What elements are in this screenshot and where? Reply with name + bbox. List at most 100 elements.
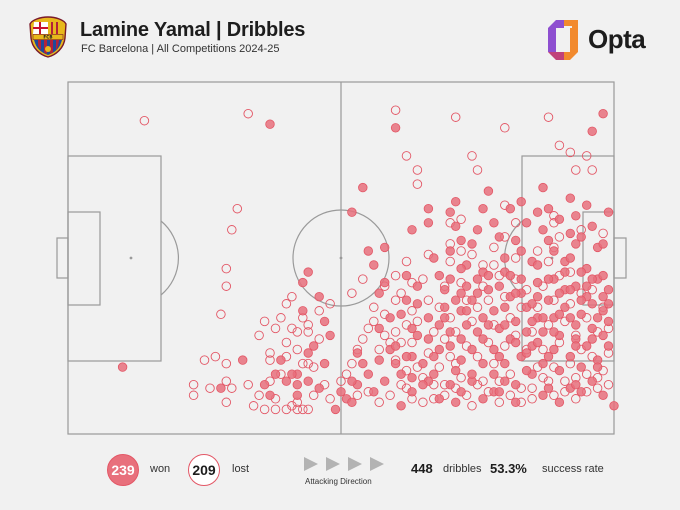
dribble-lost-point [407,306,417,316]
dribble-lost-point [270,404,281,415]
dribble-lost-point [390,327,401,337]
dribble-lost-point [358,274,368,284]
dribble-won-point [380,376,390,386]
dribble-won-point [592,362,603,372]
dribble-won-point [390,358,401,369]
dribble-won-point [576,295,586,305]
dribble-won-point [500,253,510,263]
dribble-won-point [401,295,412,305]
dribble-won-point [609,401,619,411]
dribble-won-point [461,281,472,291]
dribble-won-point [565,351,576,362]
dribble-won-point [538,327,548,337]
fc-barcelona-crest: FCB [28,16,68,58]
dribble-lost-point [407,337,417,348]
dribble-lost-point [325,394,335,404]
dribble-won-point [276,355,286,365]
dribble-won-point [521,218,532,228]
dribble-won-point [456,355,466,365]
dribble-won-point [511,397,521,408]
dribble-won-point [489,306,499,316]
dribble-won-point [603,285,614,295]
dribble-won-point [237,355,248,365]
dribble-won-point [478,394,488,404]
dribble-lost-point [489,260,499,270]
centre-spot [339,256,343,260]
dribble-won-point [385,313,395,323]
dribble-lost-point [325,299,335,309]
dribble-won-point [336,387,346,397]
dribble-won-point [363,246,374,256]
dribble-won-point [467,239,477,249]
six-yard-box-left [67,211,101,306]
dribble-won-point [521,365,532,376]
dribble-lost-point [565,147,576,158]
dribble-lost-point [259,316,270,327]
dribble-lost-point [287,401,297,411]
dribble-won-point [369,260,379,270]
dribble-lost-point [439,334,450,344]
dribble-won-point [494,351,505,362]
dribble-lost-point [538,372,548,383]
dribble-lost-point [478,376,488,386]
dribble-lost-point [336,376,346,386]
dribble-won-point [451,221,461,232]
dribble-lost-point [483,295,494,305]
dribble-won-point [511,235,521,246]
dribble-won-point [538,225,548,235]
dribble-won-point [451,295,461,305]
dribble-won-point [538,390,548,401]
dribble-lost-point [243,379,253,390]
won-label: won [150,463,171,475]
dribble-won-point [571,320,581,330]
svg-text:FCB: FCB [43,35,52,40]
dribble-won-point [445,246,455,256]
attacking-direction-arrows [304,457,384,471]
dribble-won-point [265,119,275,129]
dribble-lost-point [292,327,303,337]
dribble-lost-point [500,123,510,133]
dribble-lost-point [270,323,281,334]
dribble-won-point [429,369,439,379]
dribble-won-point [478,203,488,214]
dribble-lost-point [532,246,543,256]
dribble-won-point [516,196,526,207]
dribble-lost-point [571,165,581,175]
dribble-lost-point [347,288,357,298]
arrow-right-icon [348,457,362,471]
dribble-lost-point [314,306,324,316]
dribble-lost-point [489,358,499,369]
dribble-lost-point [571,394,581,404]
dribble-won-point [374,323,384,334]
dribble-lost-point [412,316,423,327]
dribble-won-point [516,246,526,256]
dribble-lost-point [527,394,537,404]
dribbles-label: dribbles [443,463,482,475]
dribble-won-point [423,334,434,344]
dribble-won-point [543,383,554,393]
dribble-won-point [434,270,445,281]
dribble-lost-point [221,376,232,386]
dribble-won-point [532,337,543,348]
dribble-lost-point [423,295,434,305]
dribble-won-point [281,376,292,386]
dribble-won-point [303,348,313,358]
dribble-won-point [532,292,543,302]
success-rate-label: success rate [542,463,604,475]
dribble-lost-point [434,362,445,372]
dribble-won-point [390,341,401,351]
dribble-won-point [298,306,308,316]
dribble-lost-point [390,105,401,115]
dribble-won-point [429,253,439,263]
dribble-lost-point [429,327,439,337]
dribble-won-point [467,295,477,305]
lost-label: lost [232,463,250,475]
dribble-won-point [489,369,499,379]
dribble-won-point [396,369,406,379]
dribble-won-point [598,239,608,249]
dribble-won-point [500,376,510,386]
dribble-won-point [576,362,586,372]
dribble-won-point [396,401,406,411]
dribble-won-point [407,387,417,397]
dribble-won-point [309,341,319,351]
